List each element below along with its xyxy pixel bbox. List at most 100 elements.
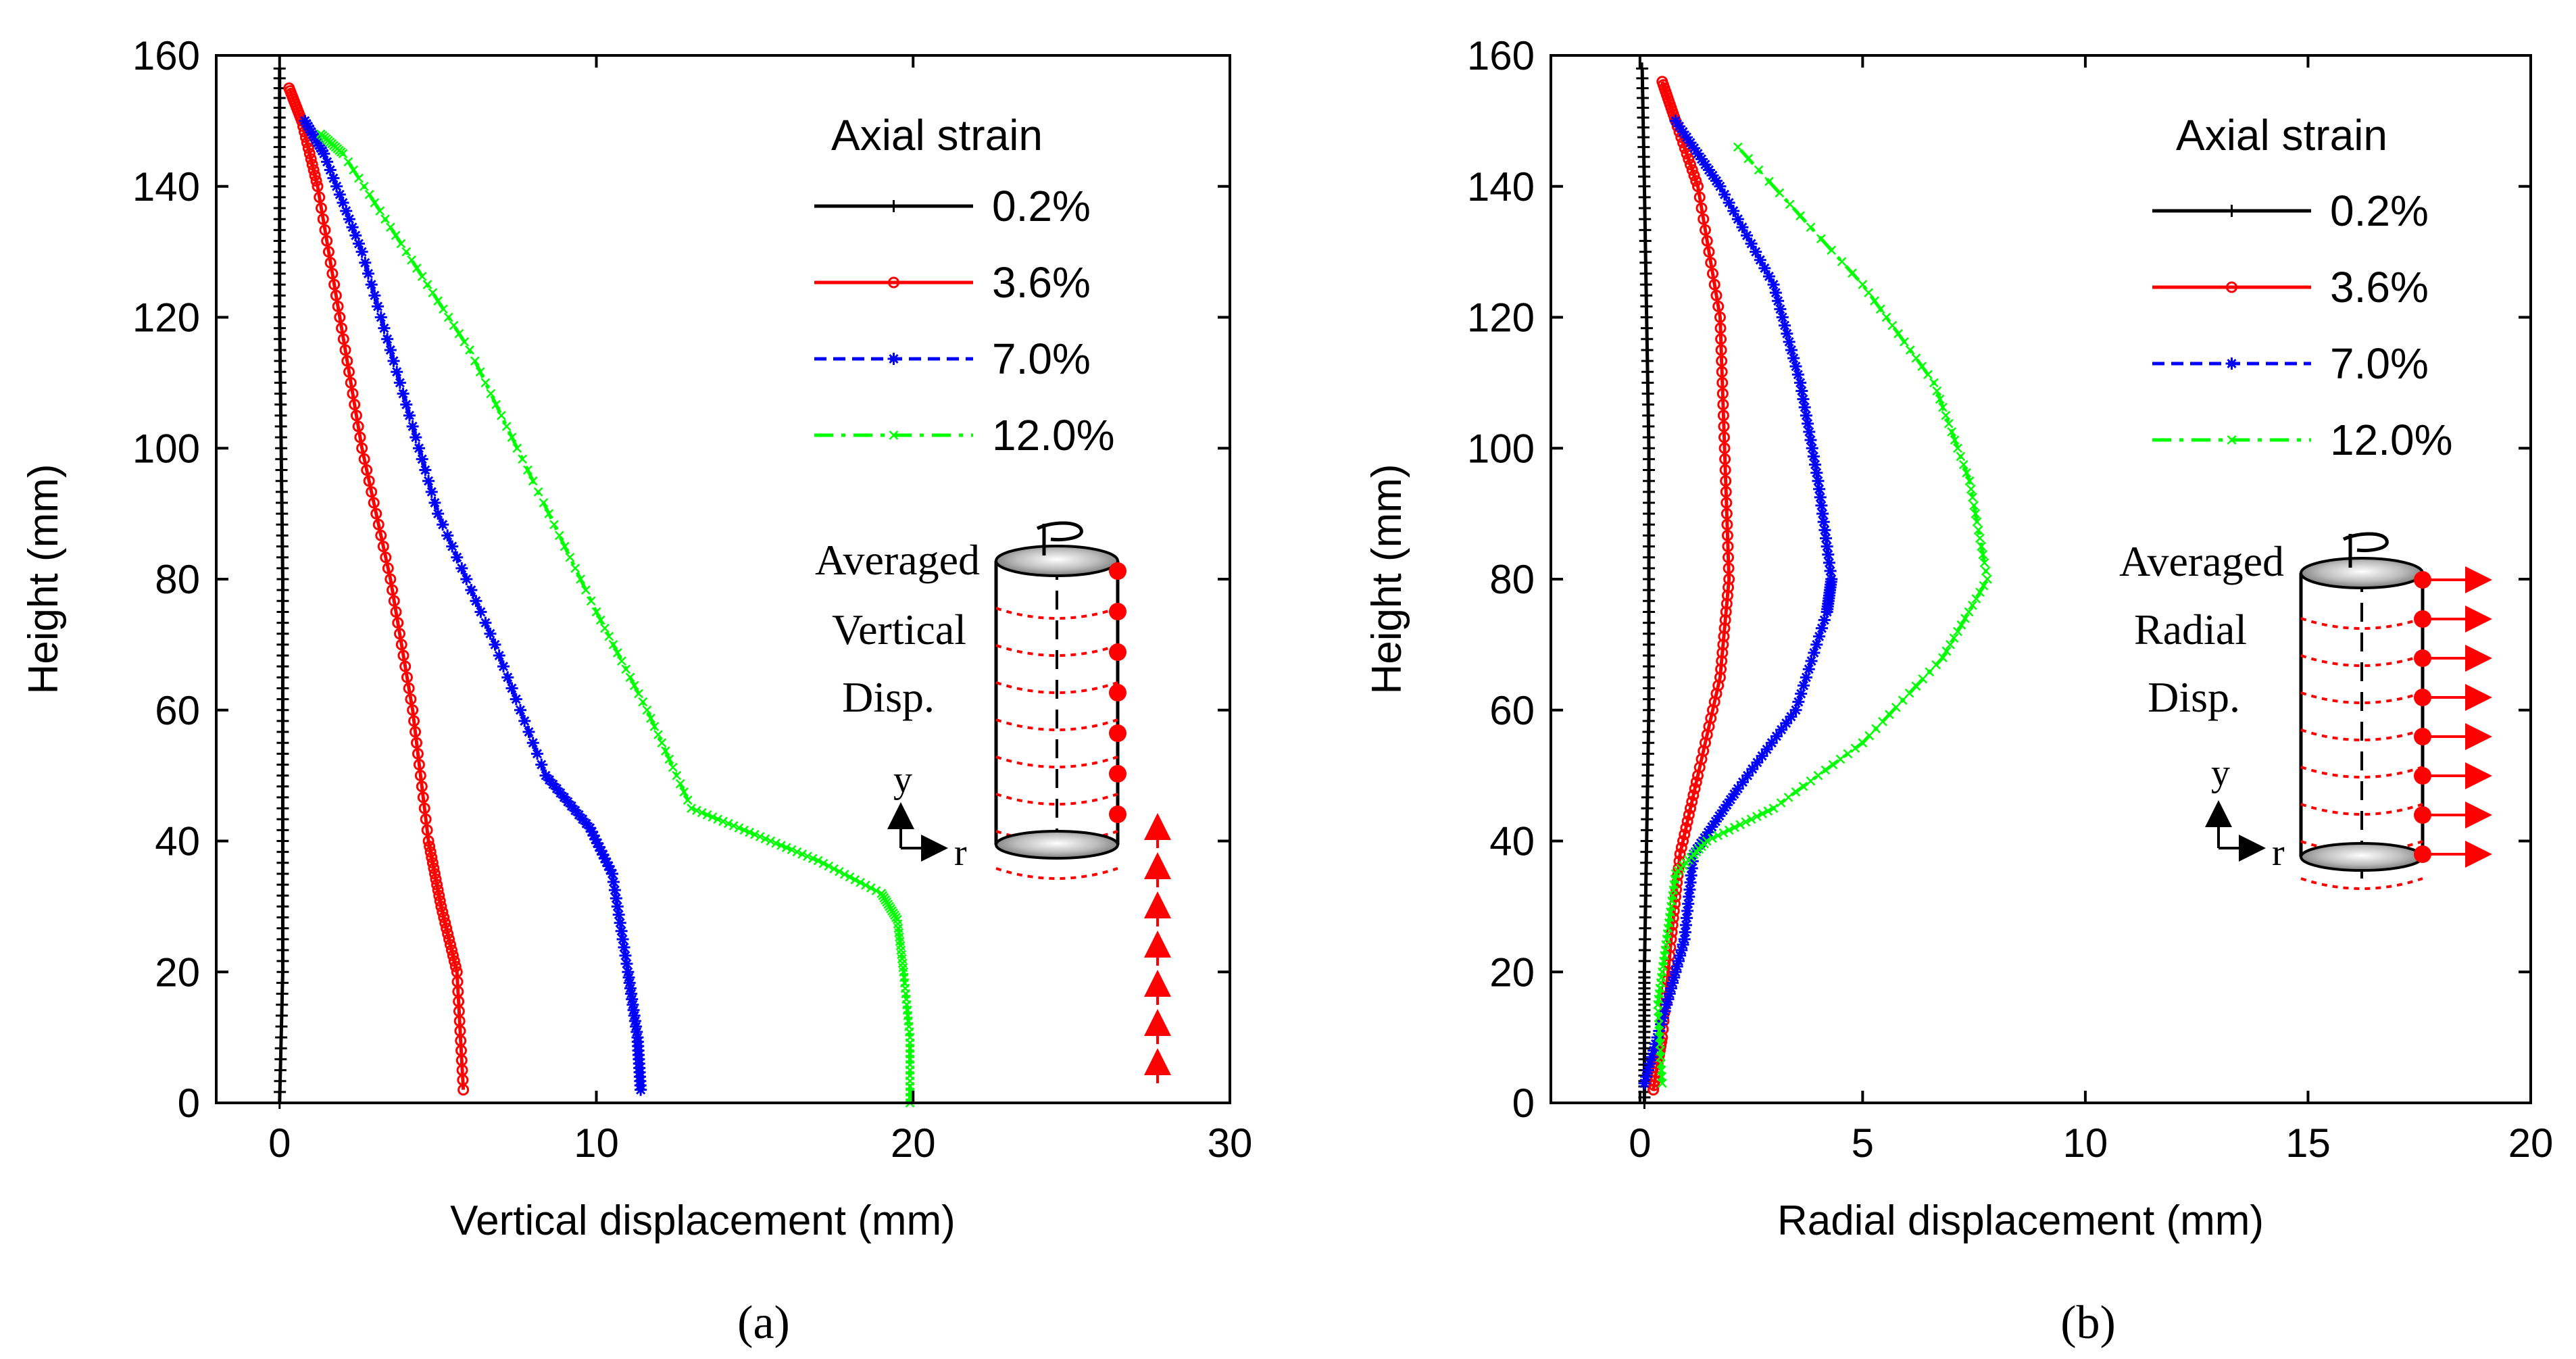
data-point — [1848, 268, 1857, 278]
data-point — [522, 726, 535, 739]
data-point — [1785, 199, 1795, 209]
data-point — [591, 837, 604, 849]
data-point — [276, 737, 289, 749]
data-point — [1816, 508, 1829, 520]
data-point — [1641, 366, 1654, 378]
data-point — [1684, 137, 1697, 149]
data-point — [1723, 562, 1735, 574]
data-point — [276, 682, 289, 695]
series-7.0% — [1638, 114, 1838, 1089]
data-point — [1745, 237, 1758, 250]
data-point — [1960, 614, 1970, 624]
data-point — [1702, 826, 1714, 839]
data-point — [1983, 574, 1992, 584]
data-point — [1827, 245, 1837, 255]
inset-label-line-3: Disp. — [842, 673, 935, 721]
data-point — [576, 574, 585, 584]
data-point — [273, 234, 286, 247]
data-point — [275, 464, 288, 476]
data-point — [808, 854, 818, 864]
legend-marker — [888, 276, 899, 289]
data-point — [1691, 842, 1704, 855]
data-point — [374, 311, 387, 324]
data-point — [518, 714, 531, 727]
data-point — [445, 944, 457, 956]
data-point — [340, 205, 353, 218]
data-point — [1728, 788, 1741, 801]
data-point — [608, 884, 621, 897]
data-point — [1715, 663, 1727, 675]
data-point — [1648, 1044, 1660, 1057]
data-point — [595, 845, 608, 858]
data-point — [1641, 343, 1654, 356]
data-point — [1714, 322, 1727, 335]
data-point — [612, 908, 625, 921]
data-point — [274, 431, 287, 444]
data-point — [1780, 717, 1793, 730]
data-point — [449, 960, 462, 972]
data-point — [275, 474, 288, 487]
data-point — [1864, 288, 1874, 298]
data-point — [818, 858, 828, 868]
data-point — [1813, 770, 1823, 781]
data-point — [273, 256, 286, 269]
data-point — [797, 849, 808, 859]
data-point — [310, 175, 322, 187]
data-point — [433, 889, 445, 901]
data-point — [1639, 889, 1652, 902]
data-point — [621, 664, 631, 674]
data-point — [620, 958, 633, 970]
data-point — [387, 584, 399, 596]
data-point — [1638, 1077, 1651, 1089]
data-point — [403, 682, 415, 694]
data-point — [1850, 743, 1860, 753]
data-point — [1701, 234, 1713, 247]
data-point — [1975, 533, 1985, 543]
data-point — [1815, 499, 1828, 512]
data-point — [1677, 938, 1689, 951]
data-point — [405, 693, 417, 706]
hoop-line — [2300, 803, 2423, 816]
data-point — [346, 221, 359, 234]
data-point — [1898, 695, 1908, 706]
data-point — [1929, 378, 1939, 388]
data-point — [364, 189, 374, 199]
data-point — [776, 841, 786, 850]
data-point — [1972, 517, 1982, 527]
data-point — [664, 754, 674, 764]
data-point — [1741, 769, 1754, 782]
data-point — [460, 573, 473, 585]
x-tick-label: 10 — [2063, 1120, 2108, 1166]
data-point — [1643, 496, 1655, 509]
data-point — [349, 399, 361, 411]
data-point — [1643, 584, 1655, 597]
data-point — [1769, 287, 1782, 299]
data-point — [1729, 822, 1739, 833]
data-point — [1968, 600, 1977, 610]
measure-point — [1109, 562, 1126, 580]
data-point — [1714, 180, 1727, 193]
data-point — [276, 966, 289, 979]
data-point — [315, 202, 327, 214]
data-point — [604, 864, 617, 876]
data-point — [1723, 196, 1735, 209]
data-point — [414, 770, 426, 782]
data-point — [274, 343, 287, 356]
data-point — [1818, 524, 1831, 537]
data-point — [1685, 869, 1698, 882]
data-point — [1774, 303, 1787, 316]
data-point — [539, 769, 552, 782]
data-point — [1694, 837, 1707, 849]
data-point — [274, 332, 287, 345]
data-point — [479, 616, 492, 629]
data-point — [431, 879, 443, 891]
data-point — [535, 758, 548, 771]
data-point — [1918, 674, 1928, 684]
data-point — [1636, 62, 1649, 75]
data-point — [326, 268, 339, 280]
data-point — [480, 378, 491, 388]
data-point — [1720, 606, 1732, 618]
data-point — [1713, 831, 1723, 841]
data-point — [600, 623, 610, 633]
data-point — [505, 682, 518, 695]
